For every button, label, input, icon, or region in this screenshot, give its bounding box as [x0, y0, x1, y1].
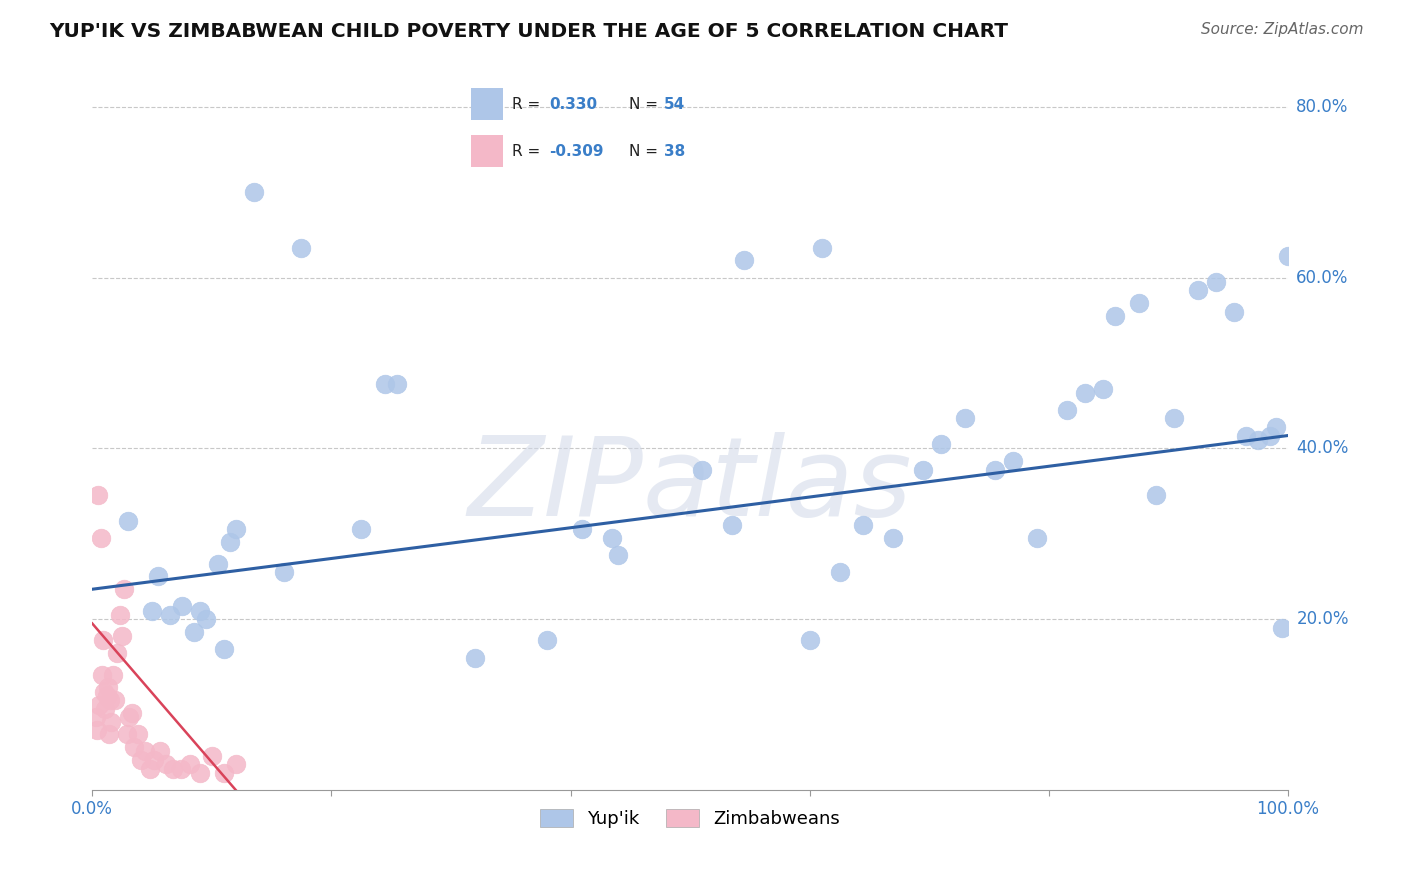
- Point: [536, 633, 558, 648]
- Point: [162, 762, 184, 776]
- Point: [1073, 385, 1095, 400]
- Point: [1205, 275, 1227, 289]
- Point: [571, 523, 593, 537]
- Point: [690, 463, 713, 477]
- Point: [1187, 284, 1209, 298]
- Point: [98, 693, 121, 707]
- Point: [149, 744, 172, 758]
- Point: [721, 518, 744, 533]
- Point: [464, 650, 486, 665]
- Point: [105, 646, 128, 660]
- Point: [1265, 420, 1288, 434]
- Point: [122, 740, 145, 755]
- Point: [1146, 488, 1168, 502]
- Point: [143, 753, 166, 767]
- Point: [828, 565, 851, 579]
- Point: [882, 531, 904, 545]
- Point: [100, 714, 122, 729]
- Point: [1056, 403, 1078, 417]
- Point: [242, 185, 264, 199]
- Point: [607, 548, 630, 562]
- Point: [179, 757, 201, 772]
- Point: [90, 667, 112, 681]
- Point: [86, 723, 108, 738]
- Point: [1277, 249, 1299, 263]
- Point: [155, 757, 177, 772]
- Point: [1091, 382, 1114, 396]
- Point: [117, 514, 139, 528]
- Point: [374, 377, 396, 392]
- Point: [114, 582, 136, 597]
- Point: [225, 757, 247, 772]
- Point: [138, 762, 160, 776]
- Point: [1163, 411, 1185, 425]
- Point: [169, 762, 191, 776]
- Point: [91, 633, 114, 648]
- Point: [183, 624, 205, 639]
- Point: [127, 727, 149, 741]
- Point: [89, 698, 111, 712]
- Text: Source: ZipAtlas.com: Source: ZipAtlas.com: [1201, 22, 1364, 37]
- Point: [1258, 428, 1281, 442]
- Legend: Yup'ik, Zimbabweans: Yup'ik, Zimbabweans: [533, 802, 848, 835]
- Point: [101, 667, 124, 681]
- Point: [290, 241, 312, 255]
- Point: [1247, 433, 1270, 447]
- Point: [118, 710, 141, 724]
- Point: [115, 727, 138, 741]
- Point: [1128, 296, 1150, 310]
- Text: 80.0%: 80.0%: [1296, 98, 1348, 116]
- Point: [90, 531, 112, 545]
- Point: [94, 702, 117, 716]
- Point: [1025, 531, 1047, 545]
- Point: [799, 633, 821, 648]
- Point: [134, 744, 156, 758]
- Point: [984, 463, 1007, 477]
- Point: [159, 607, 181, 622]
- Point: [385, 377, 408, 392]
- Point: [97, 681, 120, 695]
- Point: [146, 569, 169, 583]
- Point: [129, 753, 152, 767]
- Point: [1223, 304, 1246, 318]
- Point: [953, 411, 976, 425]
- Point: [1001, 454, 1024, 468]
- Point: [201, 748, 224, 763]
- Text: ZIPatlas: ZIPatlas: [468, 432, 912, 539]
- Point: [1104, 309, 1126, 323]
- Point: [733, 253, 755, 268]
- Point: [207, 557, 229, 571]
- Point: [602, 531, 624, 545]
- Point: [929, 437, 952, 451]
- Point: [1271, 621, 1294, 635]
- Point: [84, 710, 107, 724]
- Point: [194, 612, 217, 626]
- Point: [96, 689, 118, 703]
- Point: [108, 607, 131, 622]
- Point: [141, 604, 163, 618]
- Point: [104, 693, 127, 707]
- Point: [212, 642, 235, 657]
- Point: [111, 629, 134, 643]
- Point: [121, 706, 143, 720]
- Text: 40.0%: 40.0%: [1296, 440, 1348, 458]
- Point: [810, 241, 832, 255]
- Text: 60.0%: 60.0%: [1296, 268, 1348, 286]
- Point: [225, 523, 247, 537]
- Point: [93, 684, 115, 698]
- Point: [218, 535, 240, 549]
- Point: [87, 488, 110, 502]
- Point: [912, 463, 935, 477]
- Point: [273, 565, 295, 579]
- Point: [1234, 428, 1257, 442]
- Text: YUP'IK VS ZIMBABWEAN CHILD POVERTY UNDER THE AGE OF 5 CORRELATION CHART: YUP'IK VS ZIMBABWEAN CHILD POVERTY UNDER…: [49, 22, 1008, 41]
- Point: [350, 523, 373, 537]
- Point: [188, 604, 211, 618]
- Point: [852, 518, 875, 533]
- Text: 20.0%: 20.0%: [1296, 610, 1348, 628]
- Point: [97, 727, 120, 741]
- Point: [188, 765, 211, 780]
- Point: [170, 599, 193, 614]
- Point: [212, 765, 235, 780]
